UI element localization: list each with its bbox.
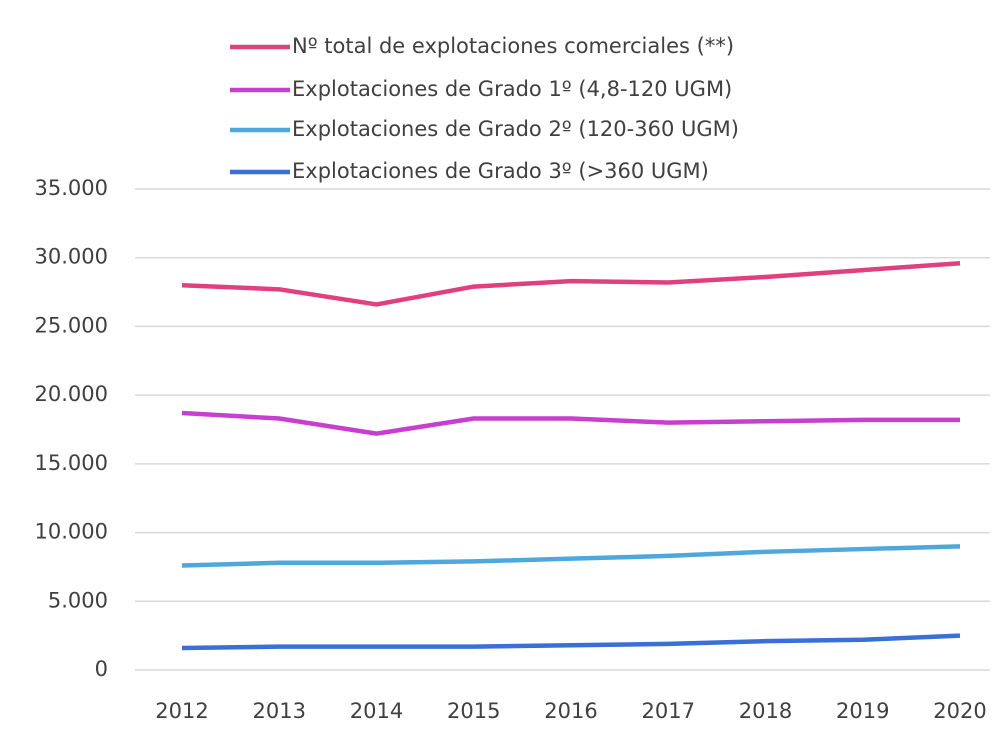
y-tick-label: 20.000 — [35, 382, 108, 406]
y-tick-label: 35.000 — [35, 176, 108, 200]
x-tick-label: 2013 — [253, 699, 306, 723]
line-series — [181, 544, 961, 568]
y-tick-label: 5.000 — [48, 588, 108, 612]
legend-label: Explotaciones de Grado 2º (120-360 UGM) — [292, 117, 739, 141]
x-tick-label: 2016 — [544, 699, 597, 723]
x-tick-label: 2020 — [933, 699, 986, 723]
legend-label: Explotaciones de Grado 3º (>360 UGM) — [292, 159, 709, 183]
line-series — [181, 633, 961, 651]
y-tick-label: 15.000 — [35, 451, 108, 475]
y-tick-label: 0 — [95, 657, 108, 681]
y-tick-label: 30.000 — [35, 245, 108, 269]
y-tick-label: 10.000 — [35, 520, 108, 544]
x-tick-label: 2015 — [447, 699, 500, 723]
line-series — [181, 410, 960, 436]
x-tick-label: 2017 — [642, 699, 695, 723]
line-series — [181, 260, 961, 307]
y-tick-label: 25.000 — [35, 313, 108, 337]
x-tick-label: 2014 — [350, 699, 403, 723]
x-tick-label: 2012 — [155, 699, 208, 723]
x-tick-label: 2018 — [739, 699, 792, 723]
legend-label: Nº total de explotaciones comerciales (*… — [292, 34, 734, 58]
legend-label: Explotaciones de Grado 1º (4,8-120 UGM) — [292, 77, 732, 101]
x-tick-label: 2019 — [836, 699, 889, 723]
